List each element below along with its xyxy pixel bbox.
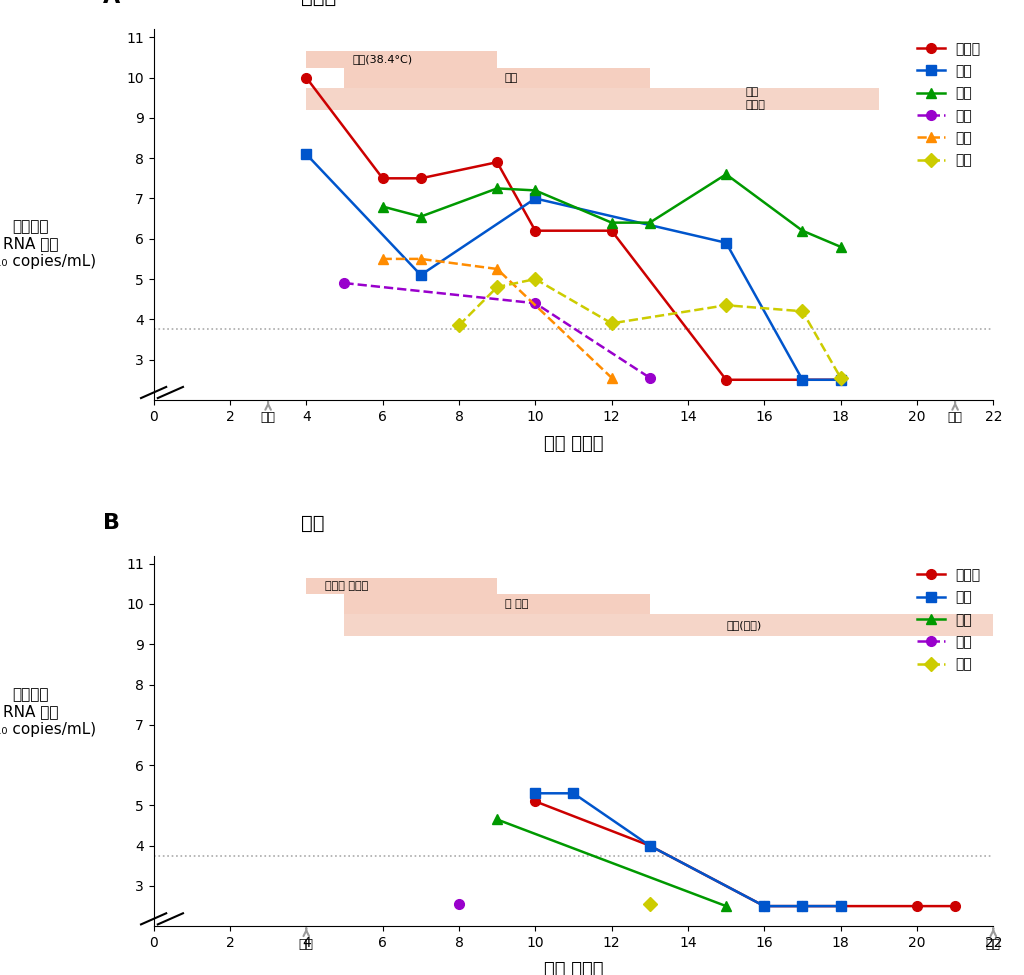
Text: 바이러스
RNA 수치
(log₁₀ copies/mL): 바이러스 RNA 수치 (log₁₀ copies/mL) bbox=[0, 218, 96, 269]
Text: A: A bbox=[103, 0, 121, 7]
Bar bbox=[344, 67, 650, 88]
Legend: 비인두, 인두, 대변, 혈장, 소변: 비인두, 인두, 대변, 혈장, 소변 bbox=[911, 563, 986, 677]
Text: 바이러스
RNA 수치
(log₁₀ copies/mL): 바이러스 RNA 수치 (log₁₀ copies/mL) bbox=[0, 686, 96, 737]
Text: 객담(가래): 객담(가래) bbox=[726, 620, 762, 630]
Text: 구토: 구토 bbox=[505, 72, 518, 83]
Text: 입원: 입원 bbox=[299, 938, 313, 951]
X-axis label: 증상 발생일: 증상 발생일 bbox=[544, 961, 603, 975]
Legend: 비인두, 인두, 대변, 혈장, 타액, 소변: 비인두, 인두, 대변, 혈장, 타액, 소변 bbox=[911, 36, 986, 173]
Bar bbox=[306, 88, 879, 110]
Bar bbox=[306, 52, 497, 67]
Text: 엄마: 엄마 bbox=[301, 515, 324, 533]
Text: 입원: 입원 bbox=[260, 411, 275, 424]
Text: 기침: 기침 bbox=[745, 87, 759, 97]
Bar bbox=[344, 614, 993, 636]
Text: 신생아: 신생아 bbox=[301, 0, 336, 7]
Bar bbox=[306, 578, 497, 594]
X-axis label: 증상 발생일: 증상 발생일 bbox=[544, 435, 603, 452]
Text: B: B bbox=[103, 514, 120, 533]
Text: 코막힘: 코막힘 bbox=[745, 100, 765, 110]
Text: 목 통증: 목 통증 bbox=[505, 599, 528, 609]
Bar bbox=[344, 594, 650, 614]
Text: 퇴원: 퇴원 bbox=[986, 938, 1000, 951]
Text: 발열(38.4°C): 발열(38.4°C) bbox=[352, 55, 413, 64]
Text: 오한과 근육통: 오한과 근육통 bbox=[326, 581, 369, 591]
Text: 퇴원: 퇴원 bbox=[947, 411, 963, 424]
